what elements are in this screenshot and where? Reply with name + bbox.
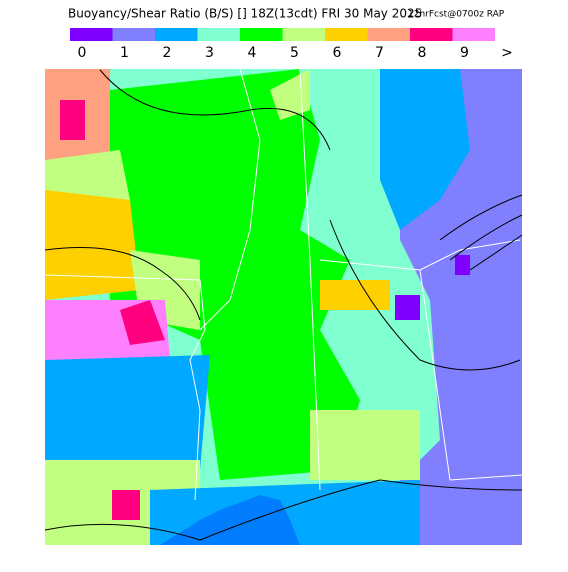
legend-swatch	[367, 28, 410, 41]
legend-label: 8	[418, 45, 427, 61]
legend-label: 2	[163, 45, 172, 61]
legend-label: 5	[290, 45, 299, 61]
map	[44, 68, 523, 545]
legend-label: 7	[375, 45, 384, 61]
legend-label: 9	[460, 45, 469, 61]
legend-swatch	[197, 28, 240, 41]
legend-swatch	[112, 28, 155, 41]
legend-label: 0	[78, 45, 87, 61]
legend-swatch	[240, 28, 283, 41]
legend-swatch	[325, 28, 368, 41]
legend-label: 1	[120, 45, 129, 61]
subtitle: 12hrFcst@0700z RAP	[408, 10, 505, 20]
legend-swatch	[410, 28, 453, 41]
legend-label: 6	[333, 45, 342, 61]
title: Buoyancy/Shear Ratio (B/S) [] 18Z(13cdt)…	[68, 7, 422, 21]
legend-swatch	[70, 28, 113, 41]
legend-swatch	[155, 28, 198, 41]
legend-swatch	[452, 28, 495, 41]
legend: 0 1 2 3 4 5 6 7 8 9 >	[70, 28, 513, 61]
legend-label: 4	[248, 45, 257, 61]
legend-label: 3	[205, 45, 214, 61]
legend-swatch	[282, 28, 325, 41]
legend-more: >	[501, 45, 513, 61]
